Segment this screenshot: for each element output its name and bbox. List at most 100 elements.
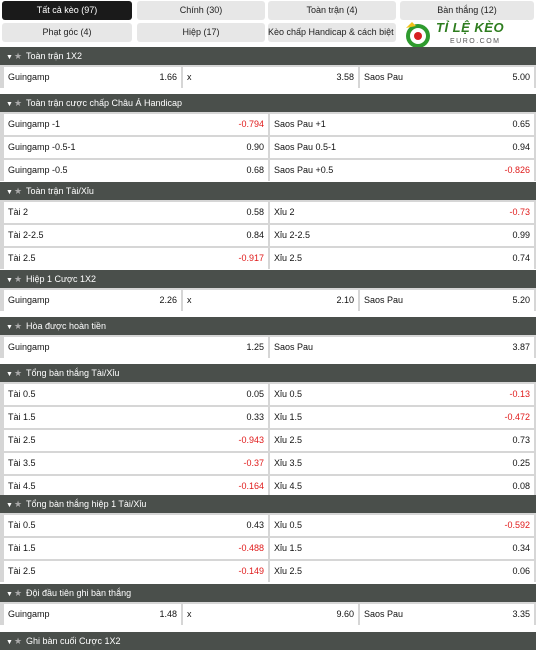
section-header[interactable]: ▼★ Toàn trận cược chấp Châu Á Handicap [0,94,536,112]
collapse-chevron-icon[interactable]: ▼ [6,54,13,61]
section-body: Tài 2 0.58 Xỉu 2 -0.73 Tài 2-2.5 0.84 Xỉu 2-2.… [0,200,536,269]
odds-cell[interactable]: Saos Pau +1 0.65 [270,114,534,135]
collapse-chevron-icon[interactable]: ▼ [6,639,13,646]
odds-cell[interactable]: Xỉu 0.5 -0.13 [270,384,534,405]
odds-value: 3.35 [512,609,530,619]
section-header[interactable]: ▼★ Tổng bàn thắng hiệp 1 Tài/Xỉu [0,495,536,513]
odds-cell[interactable]: Xỉu 2 -0.73 [270,202,534,223]
section-header[interactable]: ▼★ Toàn trận Tài/Xỉu [0,182,536,200]
favorite-star-icon[interactable]: ★ [14,274,23,284]
odds-cell[interactable]: Tài 1.5 0.33 [4,407,268,428]
section-header[interactable]: ▼★ Hiệp 1 Cược 1X2 [0,270,536,288]
favorite-star-icon[interactable]: ★ [14,51,23,61]
odds-cell[interactable]: Xỉu 0.5 -0.592 [270,515,534,536]
section-header[interactable]: ▼★ Hòa được hoàn tiền [0,317,536,335]
tab-all-markets[interactable]: Tất cả kèo (97) [2,1,132,20]
odds-cell[interactable]: Xỉu 2.5 0.74 [270,248,534,269]
odds-cell[interactable]: Xỉu 1.5 -0.472 [270,407,534,428]
tab-handicap[interactable]: Kèo chấp Handicap & cách biệt (3) [268,23,396,42]
odds-cell[interactable]: Tài 3.5 -0.37 [4,453,268,474]
odds-cell[interactable]: Xỉu 1.5 0.34 [270,538,534,559]
odds-cell[interactable]: Tài 2.5 -0.149 [4,561,268,582]
odds-row: Guingamp 1.48 x 9.60 Saos Pau 3.35 [2,604,534,625]
odds-cell[interactable]: Xỉu 2.5 0.73 [270,430,534,451]
odds-cell[interactable]: Tài 4.5 -0.164 [4,476,268,497]
favorite-star-icon[interactable]: ★ [14,499,23,509]
odds-cell[interactable]: Saos Pau 3.87 [270,337,534,358]
odds-cell[interactable]: x 3.58 [183,67,358,88]
odds-cell[interactable]: Saos Pau 3.35 [360,604,534,625]
section-header[interactable]: ▼★ Đội đầu tiên ghi bàn thắng [0,584,536,602]
market-section: ▼★ Tổng bàn thắng hiệp 1 Tài/Xỉu Tài 0.5 0.… [0,495,536,584]
odds-value: 9.60 [336,609,354,619]
odds-value: 0.90 [246,142,264,152]
odds-cell[interactable]: Tài 0.5 0.43 [4,515,268,536]
odds-value: 0.74 [512,253,530,263]
collapse-chevron-icon[interactable]: ▼ [6,189,13,196]
section-title: Hòa được hoàn tiền [26,321,106,331]
odds-cell[interactable]: Saos Pau 5.20 [360,290,534,311]
odds-row: Tài 1.5 -0.488 Xỉu 1.5 0.34 [2,538,534,559]
section-header[interactable]: ▼★ Toàn trận 1X2 [0,47,536,65]
odds-cell[interactable]: x 9.60 [183,604,358,625]
odds-cell[interactable]: Tài 0.5 0.05 [4,384,268,405]
odds-cell[interactable]: Xỉu 3.5 0.25 [270,453,534,474]
odds-cell[interactable]: Xỉu 2.5 0.06 [270,561,534,582]
tab-goals[interactable]: Bàn thắng (12) [400,1,534,20]
odds-cell[interactable]: x 2.10 [183,290,358,311]
section-header[interactable]: ▼★ Ghi bàn cuối Cược 1X2 [0,632,536,650]
odds-cell[interactable]: Guingamp 1.25 [4,337,268,358]
collapse-chevron-icon[interactable]: ▼ [6,324,13,331]
market-section: ▼★ Tổng bàn thắng Tài/Xỉu Tài 0.5 0.05 Xỉu 0… [0,364,536,499]
section-title: Hiệp 1 Cược 1X2 [26,274,96,284]
odds-row: Guingamp 1.25 Saos Pau 3.87 [2,337,534,358]
tab-corners[interactable]: Phạt góc (4) [2,23,132,42]
collapse-chevron-icon[interactable]: ▼ [6,502,13,509]
selection-label: Guingamp [8,609,50,619]
odds-value: 5.20 [512,295,530,305]
odds-cell[interactable]: Tài 1.5 -0.488 [4,538,268,559]
collapse-chevron-icon[interactable]: ▼ [6,277,13,284]
odds-cell[interactable]: Tài 2.5 -0.943 [4,430,268,451]
selection-label: Tài 1.5 [8,412,36,422]
odds-cell[interactable]: Xỉu 4.5 0.08 [270,476,534,497]
odds-cell[interactable]: Guingamp 2.26 [4,290,181,311]
odds-cell[interactable]: Xỉu 2-2.5 0.99 [270,225,534,246]
tab-full-match[interactable]: Toàn trận (4) [268,1,396,20]
tab-halves[interactable]: Hiệp (17) [137,23,265,42]
collapse-chevron-icon[interactable]: ▼ [6,591,13,598]
odds-value: 3.58 [336,72,354,82]
collapse-chevron-icon[interactable]: ▼ [6,371,13,378]
odds-cell[interactable]: Tài 2.5 -0.917 [4,248,268,269]
favorite-star-icon[interactable]: ★ [14,98,23,108]
odds-cell[interactable]: Guingamp -0.5-1 0.90 [4,137,268,158]
odds-cell[interactable]: Tài 2 0.58 [4,202,268,223]
odds-cell[interactable]: Guingamp -1 -0.794 [4,114,268,135]
odds-cell[interactable]: Guingamp 1.66 [4,67,181,88]
odds-cell[interactable]: Saos Pau 5.00 [360,67,534,88]
section-title: Ghi bàn cuối Cược 1X2 [26,636,121,646]
odds-cell[interactable]: Guingamp -0.5 0.68 [4,160,268,181]
odds-cell[interactable]: Saos Pau 0.5-1 0.94 [270,137,534,158]
section-header[interactable]: ▼★ Tổng bàn thắng Tài/Xỉu [0,364,536,382]
favorite-star-icon[interactable]: ★ [14,186,23,196]
selection-label: Saos Pau [364,609,404,619]
odds-cell[interactable]: Tài 2-2.5 0.84 [4,225,268,246]
selection-label: Xỉu 2.5 [274,253,303,263]
odds-value: -0.13 [509,389,530,399]
odds-value: 5.00 [512,72,530,82]
tab-main[interactable]: Chính (30) [137,1,265,20]
odds-value: -0.592 [504,520,530,530]
odds-value: 0.33 [246,412,264,422]
odds-value: 1.25 [246,342,264,352]
favorite-star-icon[interactable]: ★ [14,588,23,598]
selection-label: Tài 2.5 [8,253,36,263]
odds-cell[interactable]: Saos Pau +0.5 -0.826 [270,160,534,181]
odds-cell[interactable]: Guingamp 1.48 [4,604,181,625]
site-logo[interactable]: TỈ LỆ KÈO EURO.COM [400,20,536,50]
odds-value: -0.164 [238,481,264,491]
favorite-star-icon[interactable]: ★ [14,321,23,331]
collapse-chevron-icon[interactable]: ▼ [6,101,13,108]
favorite-star-icon[interactable]: ★ [14,636,23,646]
favorite-star-icon[interactable]: ★ [14,368,23,378]
